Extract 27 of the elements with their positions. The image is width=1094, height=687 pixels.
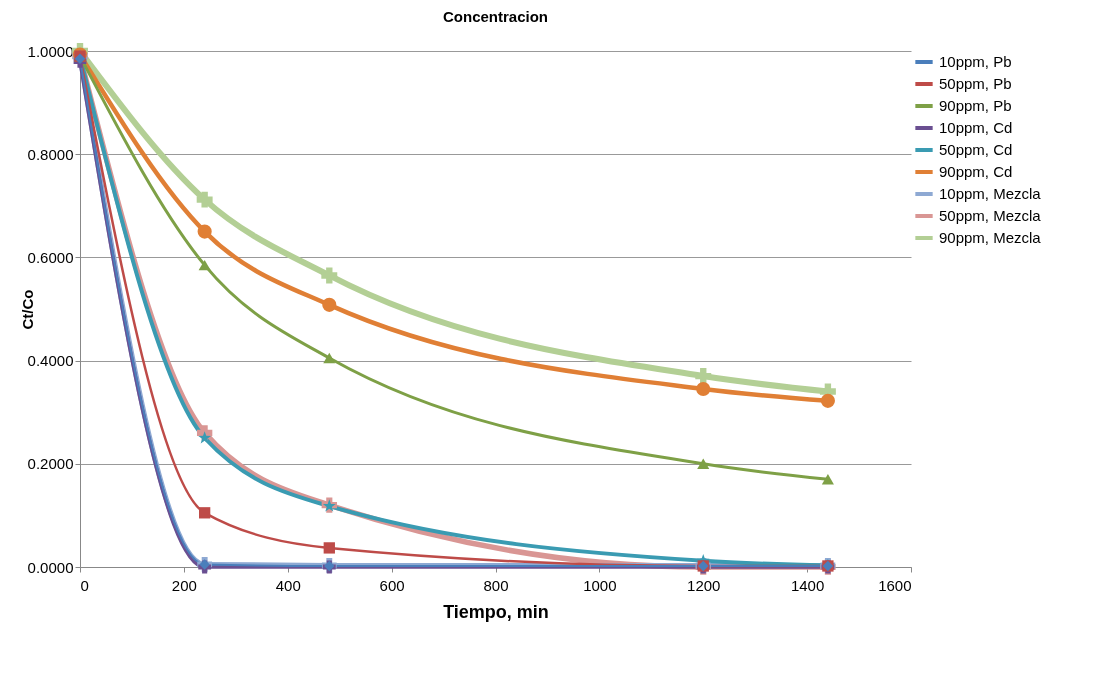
x-tick-label: 1200 xyxy=(687,576,721,594)
y-tick-label: 0.4000 xyxy=(27,352,74,370)
x-tick-label: 600 xyxy=(379,576,405,594)
y-tick-label: 0.6000 xyxy=(27,248,74,266)
legend-label: 50ppm, Cd xyxy=(939,141,1013,158)
y-tick-label: 0.8000 xyxy=(27,145,74,163)
legend-label: 50ppm, Pb xyxy=(939,75,1012,92)
y-axis-title: Ct/Co xyxy=(18,289,36,330)
legend-label: 10ppm, Cd xyxy=(939,119,1013,136)
legend-label: 90ppm, Mezcla xyxy=(939,229,1042,246)
legend-label: 10ppm, Pb xyxy=(939,53,1012,70)
x-tick-label: 1000 xyxy=(583,576,617,594)
x-tick-label: 1400 xyxy=(790,576,825,594)
chart-title: Concentracion xyxy=(442,8,549,26)
x-tick-label: 0 xyxy=(80,576,89,594)
y-tick-label: 0.2000 xyxy=(27,455,74,473)
y-tick-label: 1.0000 xyxy=(27,42,74,60)
legend-label: 10ppm, Mezcla xyxy=(939,185,1042,202)
legend-label: 90ppm, Cd xyxy=(939,163,1013,180)
legend-label: 50ppm, Mezcla xyxy=(939,207,1042,224)
x-axis-title: Tiempo, min xyxy=(443,601,549,622)
x-tick-label: 1600 xyxy=(878,576,912,594)
x-tick-label: 200 xyxy=(171,576,197,594)
y-tick-label: 0.0000 xyxy=(27,558,74,576)
x-tick-label: 800 xyxy=(483,576,509,594)
x-tick-label: 400 xyxy=(275,576,301,594)
legend-label: 90ppm, Pb xyxy=(939,97,1012,114)
